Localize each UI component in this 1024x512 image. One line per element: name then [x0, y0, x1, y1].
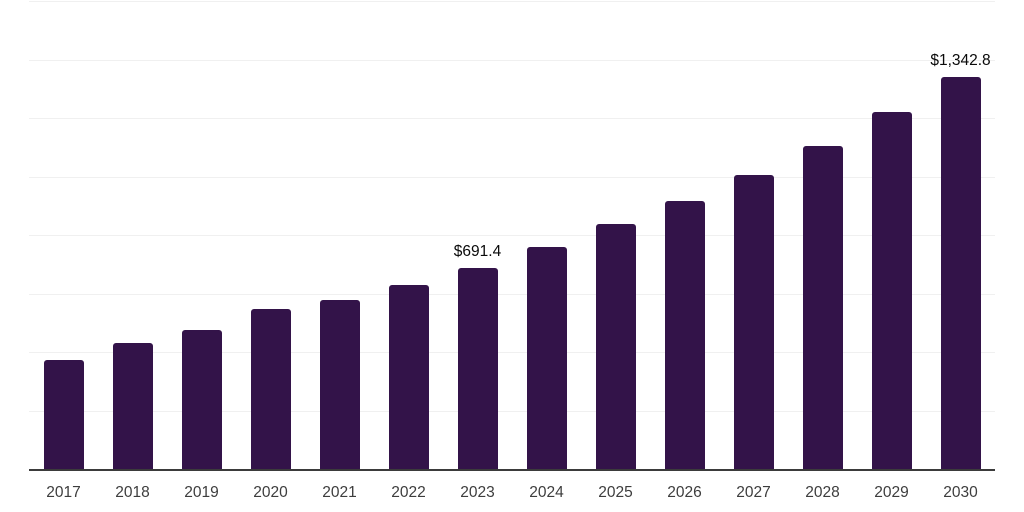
- bar-2019: [181, 329, 222, 470]
- x-axis-line: [29, 469, 995, 471]
- plot-area: $691.4 $1,342.8: [29, 1, 995, 471]
- x-axis-labels: 2017 2018 2019 2020 2021 2022 2023 2024 2025 2026…: [29, 484, 995, 504]
- bar-2030: [940, 77, 981, 470]
- x-tick-label-2023: 2023: [460, 484, 495, 501]
- bar-2029: [871, 111, 912, 470]
- x-tick-label-2024: 2024: [529, 484, 564, 501]
- gridline-1000: [29, 176, 995, 178]
- bar-2026: [664, 200, 705, 470]
- x-tick-label-2029: 2029: [874, 484, 909, 501]
- gridline-1400: [29, 59, 995, 61]
- x-tick-label-2021: 2021: [322, 484, 357, 501]
- data-label-2023: $691.4: [453, 242, 502, 260]
- gridline-400: [29, 352, 995, 353]
- gridline-1200: [29, 118, 995, 119]
- bar-2022: [388, 285, 429, 470]
- x-tick-label-2025: 2025: [598, 484, 633, 501]
- bar-2028: [802, 145, 843, 470]
- bar-2017: [43, 360, 84, 470]
- bar-2024: [526, 247, 567, 470]
- bar-2021: [319, 300, 360, 470]
- bar-2027: [733, 174, 774, 470]
- x-tick-label-2019: 2019: [184, 484, 219, 501]
- gridline-800: [29, 235, 995, 236]
- x-tick-label-2027: 2027: [736, 484, 771, 501]
- gridline-600: [29, 293, 995, 295]
- x-tick-label-2022: 2022: [391, 484, 426, 501]
- x-tick-label-2026: 2026: [667, 484, 702, 501]
- gridline-1600: [29, 1, 995, 2]
- x-tick-label-2017: 2017: [46, 484, 81, 501]
- x-tick-label-2028: 2028: [805, 484, 840, 501]
- bar-2020: [250, 309, 291, 470]
- x-tick-label-2018: 2018: [115, 484, 150, 501]
- x-tick-label-2030: 2030: [943, 484, 978, 501]
- bar-2018: [112, 342, 153, 470]
- x-tick-label-2020: 2020: [253, 484, 288, 501]
- data-label-2030: $1,342.8: [930, 52, 991, 70]
- gridline-200: [29, 410, 995, 412]
- bar-2023: [457, 267, 498, 470]
- bar-2025: [595, 224, 636, 470]
